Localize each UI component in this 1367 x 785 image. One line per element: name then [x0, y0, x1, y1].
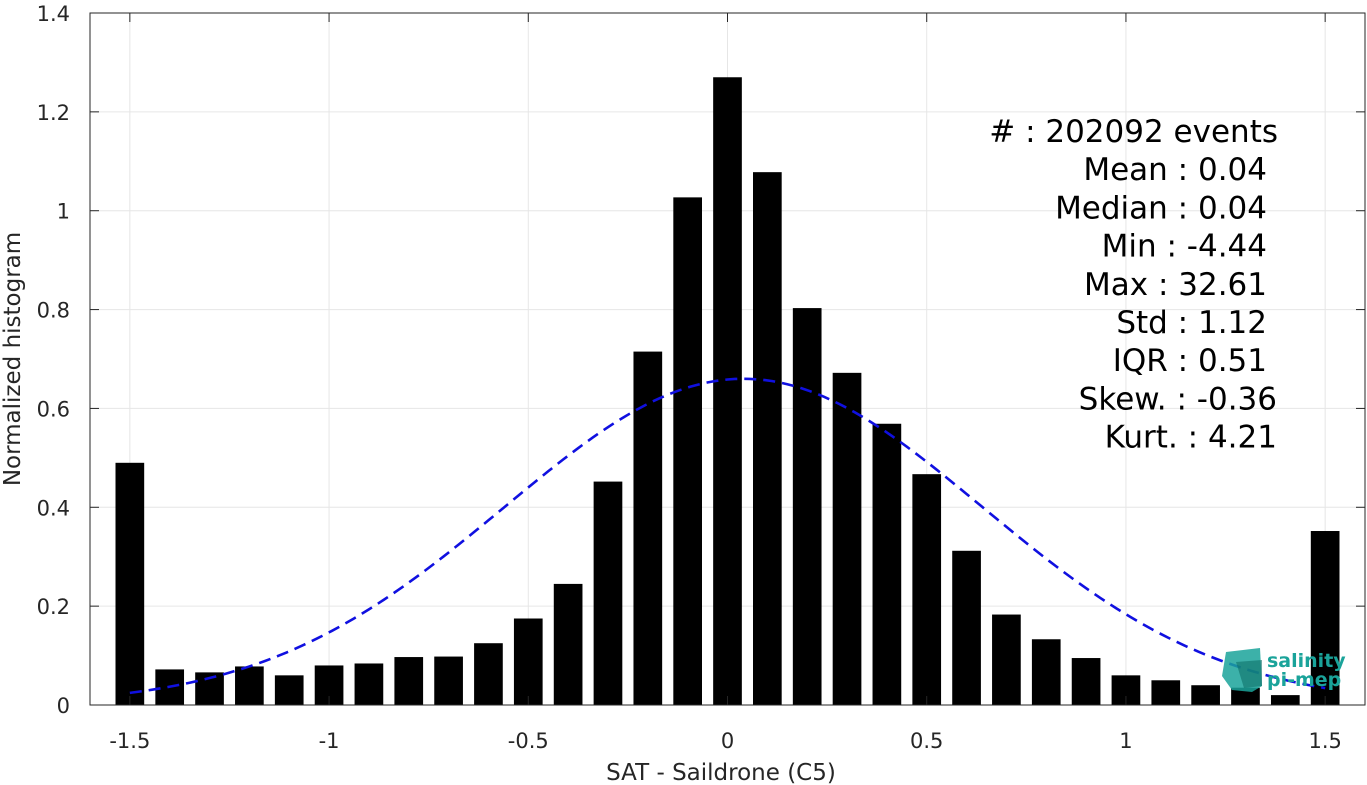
y-axis-label: Normalized histogram: [0, 232, 26, 486]
stat-line-6: IQR : 0.51: [1113, 343, 1267, 379]
tick-labels: -1.5 -1 -0.5 0 0.5 1 1.5 0 0.2 0.4 0.6 0.8 1 1.2 1.4: [37, 2, 1342, 753]
histogram-bar-18: [832, 372, 862, 705]
x-tick-label-6: 1.5: [1308, 729, 1341, 753]
histogram-bar-28: [1231, 687, 1260, 705]
histogram-bar-6: [354, 663, 384, 705]
histogram-bar-19: [872, 423, 902, 705]
x-tick-label-1: -1: [319, 729, 340, 753]
histogram-bar-11: [553, 583, 583, 705]
y-tick-label-1: 0.2: [37, 595, 70, 619]
x-tick-label-5: 1: [1119, 729, 1132, 753]
x-axis-label: SAT - Saildrone (C5): [606, 760, 836, 785]
histogram-bar-24: [1071, 658, 1101, 705]
y-tick-label-6: 1.2: [37, 101, 70, 125]
histogram-bar-22: [992, 614, 1021, 705]
y-tick-label-0: 0: [57, 694, 70, 718]
histogram-bar-16: [753, 172, 782, 705]
histogram-bar-29: [1270, 695, 1300, 705]
histogram-bars: [115, 77, 1340, 705]
x-tick-label-0: -1.5: [109, 729, 150, 753]
y-tick-label-2: 0.4: [37, 496, 70, 520]
histogram-bar-15: [713, 77, 742, 705]
histogram-bar-21: [952, 550, 981, 705]
stat-line-4: Max : 32.61: [1084, 267, 1267, 303]
histogram-bar-10: [513, 618, 543, 705]
histogram-bar-4: [274, 675, 304, 705]
histogram-bar-0: [115, 462, 145, 705]
stat-line-0: # : 202092 events: [989, 114, 1278, 150]
logo-text-pi-mep: pi-mep: [1267, 669, 1341, 691]
y-tick-label-5: 1: [57, 200, 70, 224]
histogram-bar-27: [1191, 685, 1220, 705]
x-tick-label-4: 0.5: [910, 729, 943, 753]
gaussian-fit-curve: [129, 377, 1326, 695]
stat-line-1: Mean : 0.04: [1083, 152, 1267, 188]
histogram-bar-12: [593, 481, 623, 705]
salinity-pi-mep-logo: salinity pi-mep: [1222, 648, 1346, 692]
y-tick-label-3: 0.6: [37, 397, 70, 421]
histogram-bar-26: [1151, 680, 1181, 705]
logo-mark-shade-icon: [1236, 660, 1262, 688]
histogram-bar-23: [1031, 639, 1061, 705]
histogram-bar-17: [792, 308, 822, 705]
x-tick-label-2: -0.5: [508, 729, 549, 753]
histogram-bar-3: [235, 666, 264, 705]
histogram-bar-9: [474, 643, 503, 705]
x-tick-label-3: 0: [721, 729, 734, 753]
histogram-bar-20: [912, 474, 942, 705]
histogram-bar-8: [434, 656, 463, 705]
histogram-bar-13: [633, 351, 663, 705]
y-tick-label-7: 1.4: [37, 2, 70, 26]
logo-text-salinity: salinity: [1267, 650, 1346, 672]
axis-ticks: [90, 12, 1365, 706]
stat-line-8: Kurt. : 4.21: [1105, 420, 1277, 456]
stat-line-3: Min : -4.44: [1102, 229, 1267, 265]
stat-line-5: Std : 1.12: [1116, 305, 1267, 341]
stat-line-7: Skew. : -0.36: [1079, 381, 1277, 417]
histogram-bar-14: [673, 197, 702, 705]
stat-line-2: Median : 0.04: [1055, 190, 1267, 226]
y-tick-label-4: 0.8: [37, 299, 70, 323]
histogram-bar-30: [1310, 531, 1340, 705]
histogram-bar-7: [394, 657, 424, 705]
